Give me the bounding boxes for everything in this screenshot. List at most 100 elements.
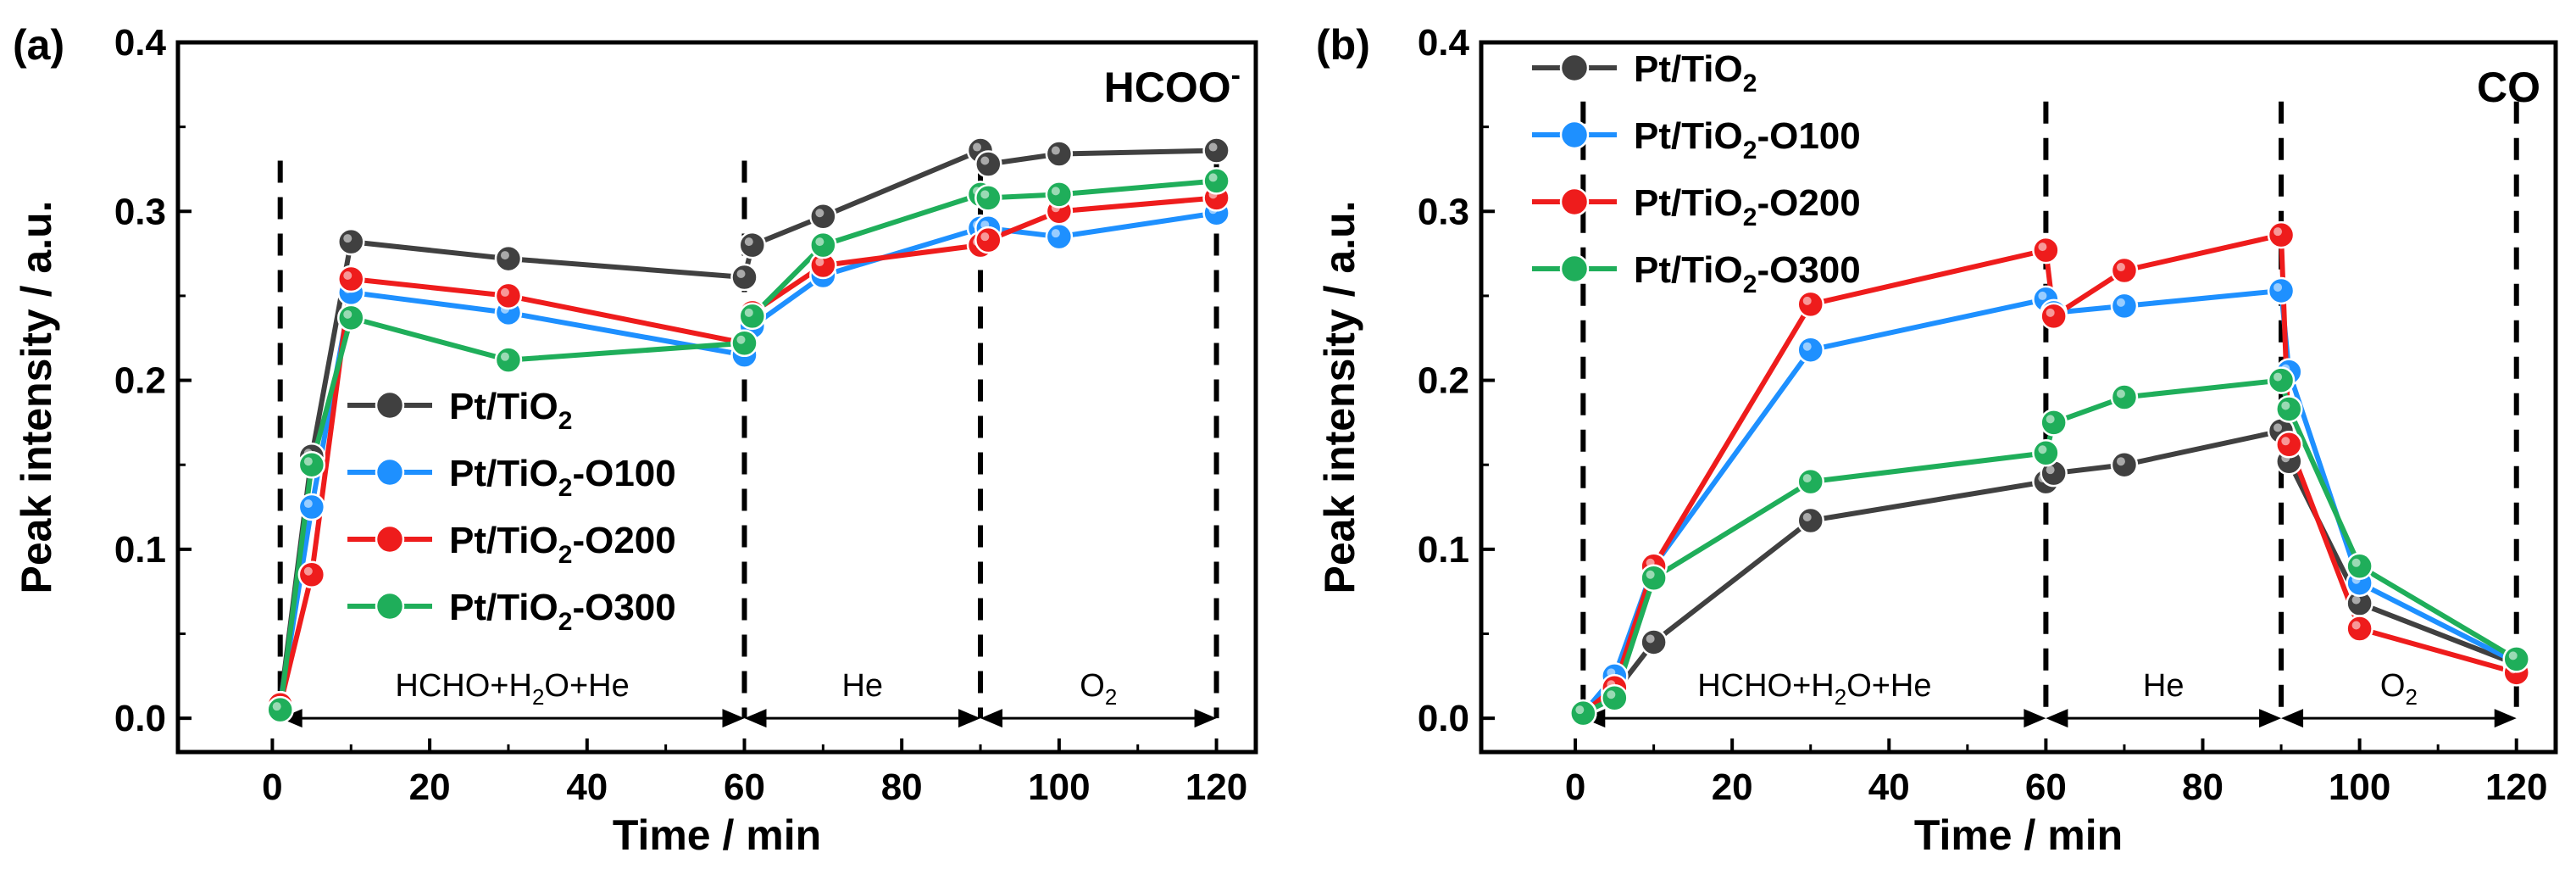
y-axis-label: Peak intensity / a.u. xyxy=(1316,200,1363,593)
data-point-highlight xyxy=(2116,457,2125,466)
panel-label: (b) xyxy=(1316,21,1370,69)
data-point-highlight xyxy=(2351,595,2361,605)
legend-label: Pt/TiO2-O300 xyxy=(449,587,676,636)
data-point-highlight xyxy=(303,457,313,466)
data-point-highlight xyxy=(500,251,509,260)
phase-label-text: HCHO+H xyxy=(1697,668,1835,704)
x-axis-label: Time / min xyxy=(1914,811,2123,859)
phase-label-subscript: 2 xyxy=(1105,684,1117,710)
data-point-highlight xyxy=(343,309,353,319)
series-line xyxy=(1581,287,2518,716)
x-tick-label: 20 xyxy=(1712,766,1753,808)
data-point xyxy=(1045,222,1074,251)
data-point xyxy=(2110,256,2139,285)
data-point xyxy=(2267,220,2296,249)
data-point-highlight xyxy=(744,237,753,247)
legend-label-rest: -O300 xyxy=(572,587,675,628)
legend-item: Pt/TiO2-O100 xyxy=(347,453,676,502)
legend-label: Pt/TiO2 xyxy=(1634,48,1757,98)
data-point-highlight xyxy=(2038,291,2047,300)
data-point-highlight xyxy=(1646,634,1655,644)
legend-label-text: Pt/TiO xyxy=(1634,48,1743,90)
data-point xyxy=(2267,276,2296,305)
legend-label: Pt/TiO2-O200 xyxy=(449,520,676,569)
data-point xyxy=(2502,645,2530,673)
legend-label: Pt/TiO2-O100 xyxy=(1634,115,1861,164)
x-tick-label: 100 xyxy=(1028,766,1090,808)
phase-label: HCHO+H2O+He xyxy=(395,668,629,710)
legend-label: Pt/TiO2-O300 xyxy=(1634,249,1861,298)
legend-label-text: Pt/TiO xyxy=(449,520,558,561)
data-point xyxy=(494,346,523,374)
data-point xyxy=(1796,467,1824,496)
data-point xyxy=(337,265,365,293)
legend-label: Pt/TiO2-O200 xyxy=(1634,182,1861,231)
data-point-highlight xyxy=(1802,512,1812,521)
legend-marker xyxy=(375,524,405,554)
legend-label-text: Pt/TiO xyxy=(1634,249,1743,291)
data-point-highlight xyxy=(343,271,353,280)
legend-item: Pt/TiO2-O300 xyxy=(347,587,676,636)
data-point xyxy=(297,493,326,521)
phase-arrowhead-right xyxy=(722,709,745,728)
data-point-highlight xyxy=(1802,296,1812,305)
legend-item: Pt/TiO2-O200 xyxy=(1532,182,1861,231)
species-label: CO xyxy=(2477,64,2540,111)
y-tick-label: 0.3 xyxy=(114,191,166,232)
data-point-highlight xyxy=(815,237,824,247)
data-point-highlight xyxy=(2273,372,2283,382)
data-point xyxy=(494,281,523,310)
data-point xyxy=(2032,236,2060,265)
phase-label-rest: O+He xyxy=(1846,668,1931,704)
data-point-highlight xyxy=(1051,229,1060,238)
data-point xyxy=(1045,140,1074,168)
phase-arrowhead-left xyxy=(2281,709,2304,728)
data-point xyxy=(1640,628,1668,656)
species-label: HCOO- xyxy=(1104,59,1241,111)
legend-label-subscript: 2 xyxy=(558,608,573,636)
legend-marker xyxy=(1559,187,1590,217)
y-tick-label: 0.4 xyxy=(1418,22,1470,64)
x-tick-label: 40 xyxy=(1868,766,1910,808)
phase-label-text: O xyxy=(2380,668,2406,704)
data-point xyxy=(974,150,1002,178)
phase-label: He xyxy=(841,668,883,704)
chart-panel-b: 0 20 40 60 80 100 120 0.0 0.1 0.2 0.3 0.4 Time / min… xyxy=(1316,21,2558,859)
legend-label-subscript: 2 xyxy=(1743,70,1757,98)
legend-label-rest: -O200 xyxy=(1757,182,1860,224)
data-point-highlight xyxy=(303,499,313,509)
x-tick-label: 60 xyxy=(724,766,765,808)
data-point-highlight xyxy=(1607,690,1616,699)
x-tick-label: 120 xyxy=(1185,766,1247,808)
data-point-highlight xyxy=(815,258,824,267)
y-tick-label: 0.2 xyxy=(1418,360,1469,402)
phase-label: O2 xyxy=(2380,668,2418,710)
legend-item: Pt/TiO2-O300 xyxy=(1532,249,1861,298)
x-tick-label: 0 xyxy=(1565,766,1585,808)
data-point-highlight xyxy=(500,352,509,361)
legend-item: Pt/TiO2 xyxy=(1532,48,1757,98)
data-point-highlight xyxy=(1051,146,1060,155)
data-point-highlight xyxy=(2273,227,2283,237)
data-point xyxy=(266,695,294,724)
data-point-highlight xyxy=(744,308,753,317)
data-point-highlight xyxy=(973,142,982,152)
data-point-highlight xyxy=(2116,263,2125,272)
legend-label-subscript: 2 xyxy=(1743,137,1757,164)
phase-label-subscript: 2 xyxy=(532,684,544,710)
data-point-highlight xyxy=(303,566,313,576)
phase-arrowhead-right xyxy=(958,709,981,728)
data-point xyxy=(2275,395,2303,423)
legend-label: Pt/TiO2 xyxy=(449,386,572,435)
legend-label-subscript: 2 xyxy=(1743,270,1757,298)
phase-arrowhead-left xyxy=(980,709,1003,728)
data-point xyxy=(738,302,767,331)
phase-arrowhead-left xyxy=(280,709,303,728)
data-point xyxy=(297,560,326,588)
data-point-highlight xyxy=(343,234,353,243)
data-point xyxy=(738,231,767,259)
data-point-highlight xyxy=(1575,705,1585,715)
data-point xyxy=(974,184,1002,212)
x-tick-label: 100 xyxy=(2329,766,2390,808)
x-tick-label: 80 xyxy=(2182,766,2223,808)
